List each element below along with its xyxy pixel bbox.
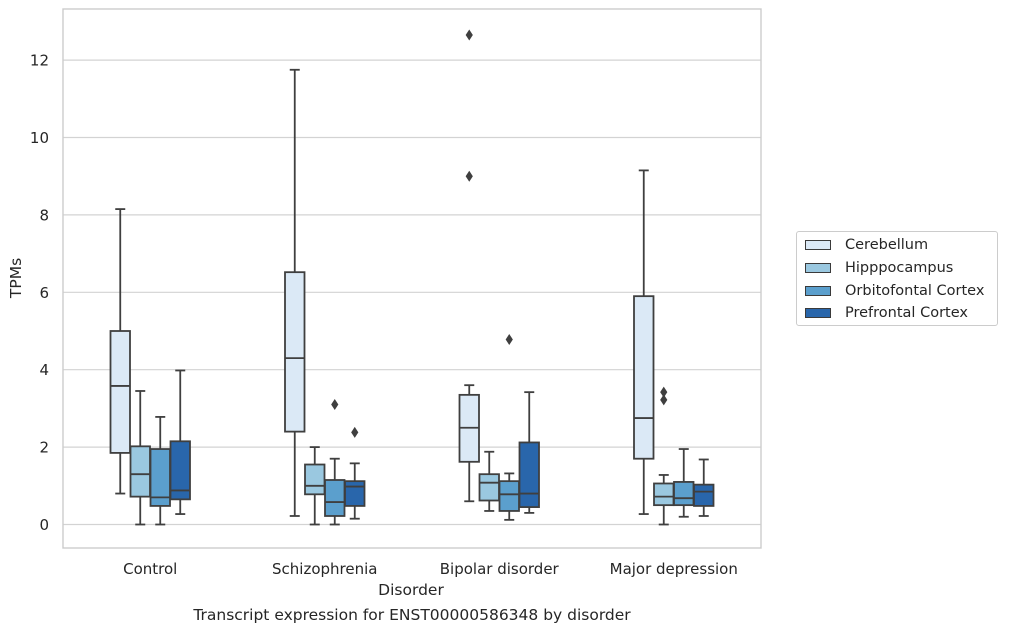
legend-swatch: [805, 286, 831, 296]
x-axis-label: Disorder: [378, 581, 444, 599]
y-axis-ticks: 0 2 4 6 8 10 12: [30, 52, 49, 534]
box-iqr: [284, 271, 306, 433]
box-iqr: [169, 440, 191, 501]
box-iqr: [478, 473, 500, 502]
box-orbitofontal-cortex: [149, 416, 171, 526]
box-prefrontal-cortex: [693, 458, 715, 517]
x-tick-label: Schizophrenia: [272, 560, 377, 578]
box-orbitofontal-cortex: [673, 448, 695, 518]
box-iqr: [129, 445, 151, 498]
box-orbitofontal-cortex: [324, 399, 346, 526]
legend-item-prefrontal-cortex: Prefrontal Cortex: [805, 304, 968, 322]
box-hipppocampus: [304, 446, 326, 526]
box-iqr: [304, 463, 326, 496]
box-iqr: [324, 479, 346, 517]
legend-label: Prefrontal Cortex: [845, 305, 968, 321]
y-tick-label: 10: [30, 129, 49, 147]
box-iqr: [344, 480, 366, 507]
y-tick-label: 2: [39, 439, 49, 457]
y-tick-label: 8: [39, 206, 49, 224]
box-hipppocampus: [478, 450, 500, 512]
outlier-point: [505, 334, 513, 346]
y-tick-label: 0: [39, 516, 49, 534]
box-iqr: [498, 480, 520, 512]
outlier-point: [465, 29, 473, 41]
box-prefrontal-cortex: [169, 369, 191, 515]
y-tick-label: 4: [39, 361, 49, 379]
y-tick-label: 12: [30, 52, 49, 70]
plot-frame: [62, 8, 762, 549]
box-iqr: [653, 482, 675, 507]
box-iqr: [518, 441, 540, 508]
legend-label: Hipppocampus: [845, 260, 954, 276]
box-prefrontal-cortex: [518, 391, 540, 514]
legend-swatch: [805, 240, 831, 250]
box-cerebellum: [284, 68, 306, 517]
legend-label: Cerebellum: [845, 237, 929, 253]
legend-swatch: [805, 263, 831, 273]
box-hipppocampus: [129, 390, 151, 526]
box-cerebellum: [458, 29, 480, 503]
outlier-point: [660, 394, 668, 406]
outlier-point: [351, 426, 359, 438]
legend-item-hippocampus: Hipppocampus: [805, 259, 953, 277]
box-plot-series: [109, 29, 715, 526]
outlier-point: [331, 399, 339, 411]
x-tick-label: Major depression: [610, 560, 738, 578]
legend-item-orbitofrontal-cortex: Orbitofontal Cortex: [805, 282, 984, 300]
box-orbitofontal-cortex: [498, 334, 520, 521]
legend: Cerebellum Hipppocampus Orbitofontal Cor…: [796, 231, 998, 326]
legend-item-cerebellum: Cerebellum: [805, 236, 928, 254]
box-hipppocampus: [653, 386, 675, 526]
box-cerebellum: [633, 169, 655, 515]
box-iqr: [633, 295, 655, 460]
legend-swatch: [805, 308, 831, 318]
x-tick-label: Bipolar disorder: [440, 560, 560, 578]
box-prefrontal-cortex: [344, 426, 366, 520]
box-iqr: [693, 483, 715, 507]
outlier-point: [660, 386, 668, 398]
y-tick-label: 6: [39, 284, 49, 302]
outlier-point: [465, 170, 473, 182]
y-axis-label: TPMs: [7, 258, 25, 299]
box-iqr: [673, 481, 695, 507]
x-tick-label: Control: [123, 560, 177, 578]
legend-label: Orbitofontal Cortex: [845, 283, 985, 299]
x-axis-ticks: Control Schizophrenia Bipolar disorder Majo…: [123, 560, 738, 578]
box-iqr: [109, 330, 131, 454]
figure-caption: Transcript expression for ENST0000058634…: [193, 606, 631, 624]
box-cerebellum: [109, 208, 131, 495]
